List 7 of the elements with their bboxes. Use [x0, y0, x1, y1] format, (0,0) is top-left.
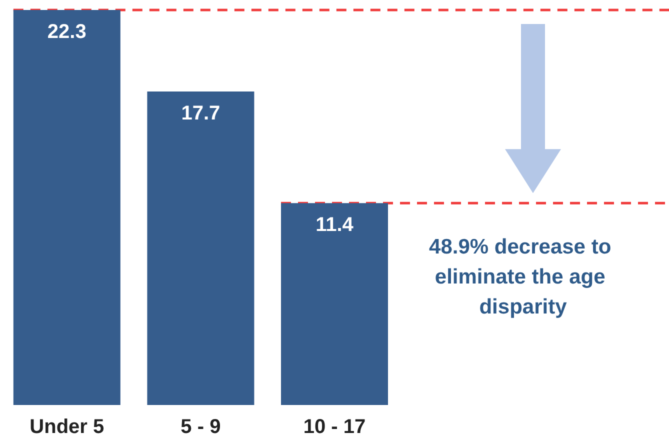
x-tick-label: 10 - 17	[303, 416, 366, 438]
data-label: 17.7	[181, 102, 220, 124]
data-label: 11.4	[316, 214, 354, 236]
text: 48.9% decrease to eliminate the age disparity	[429, 236, 617, 318]
data-label: 22.3	[47, 21, 86, 43]
x-tick-label: Under 5	[30, 416, 104, 438]
x-tick-label: 5 - 9	[180, 416, 221, 438]
